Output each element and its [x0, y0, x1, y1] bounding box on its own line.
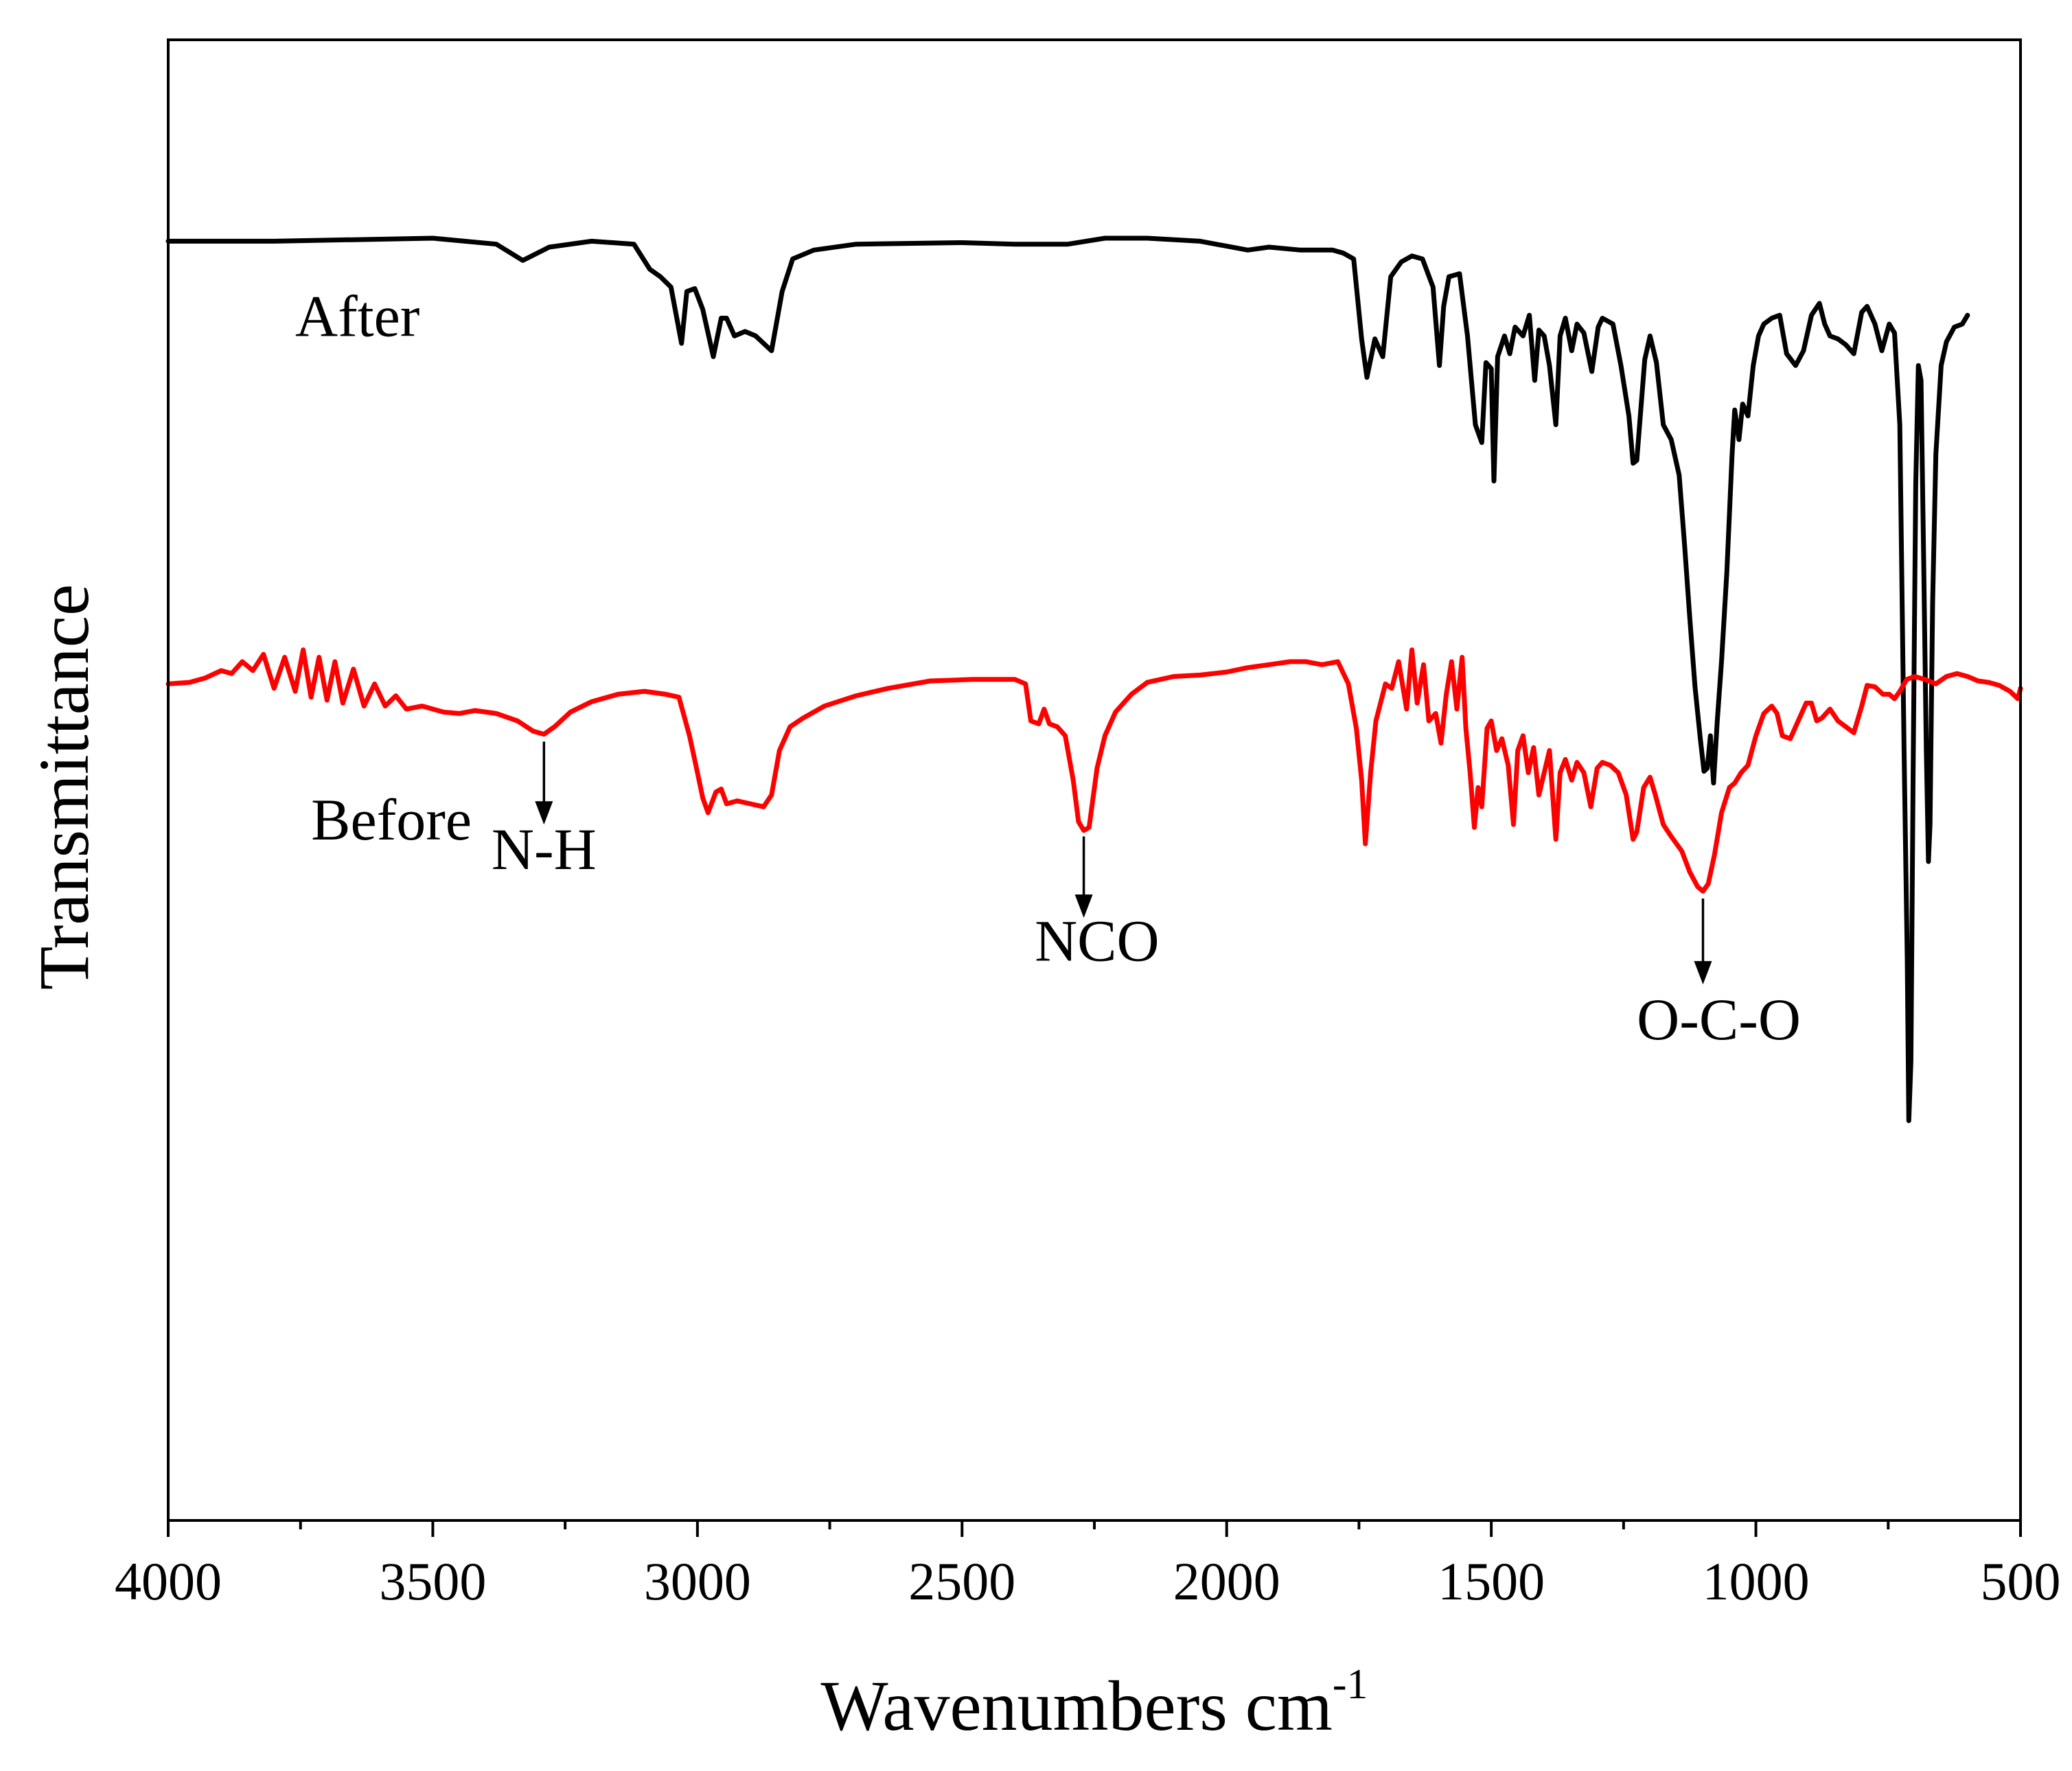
x-axis-title: Wavenumbers cm-1: [820, 1661, 1368, 1746]
annotation-arrow-head-n-h: [535, 801, 553, 825]
y-axis-title: Transmittance: [25, 584, 104, 990]
series-label-after: After: [295, 283, 419, 349]
annotation-layer: N-H NCO O-C-O: [492, 741, 1801, 1052]
x-tick-label-500: 500: [1981, 1551, 2061, 1611]
series-label-before: Before: [311, 787, 472, 853]
annotation-arrow-head-o-c-o: [1694, 961, 1712, 985]
x-tick-label-3000: 3000: [644, 1551, 751, 1611]
x-tick-label-4000: 4000: [115, 1551, 222, 1611]
x-axis-title-superscript: -1: [1333, 1661, 1368, 1708]
annotation-label-n-h: N-H: [492, 816, 597, 882]
annotation-label-nco: NCO: [1035, 908, 1160, 974]
x-tick-label-2500: 2500: [908, 1551, 1015, 1611]
annotation-arrow-head-nco: [1074, 894, 1093, 918]
x-tick-label-3500: 3500: [379, 1551, 486, 1611]
series-line-after: [165, 235, 1970, 1124]
x-tick-label-2000: 2000: [1173, 1551, 1280, 1611]
x-axis-title-text: Wavenumbers cm: [820, 1667, 1332, 1746]
x-tick-label-1000: 1000: [1703, 1551, 1810, 1611]
series-line-before: [165, 647, 2023, 894]
annotation-label-o-c-o: O-C-O: [1637, 986, 1801, 1052]
axis-layer: 4000 3500 3000 2500 2000 1500 1000 500 Wavenumbe…: [25, 38, 2061, 1746]
series-layer: After Before: [165, 235, 2023, 1124]
x-tick-label-1500: 1500: [1438, 1551, 1545, 1611]
